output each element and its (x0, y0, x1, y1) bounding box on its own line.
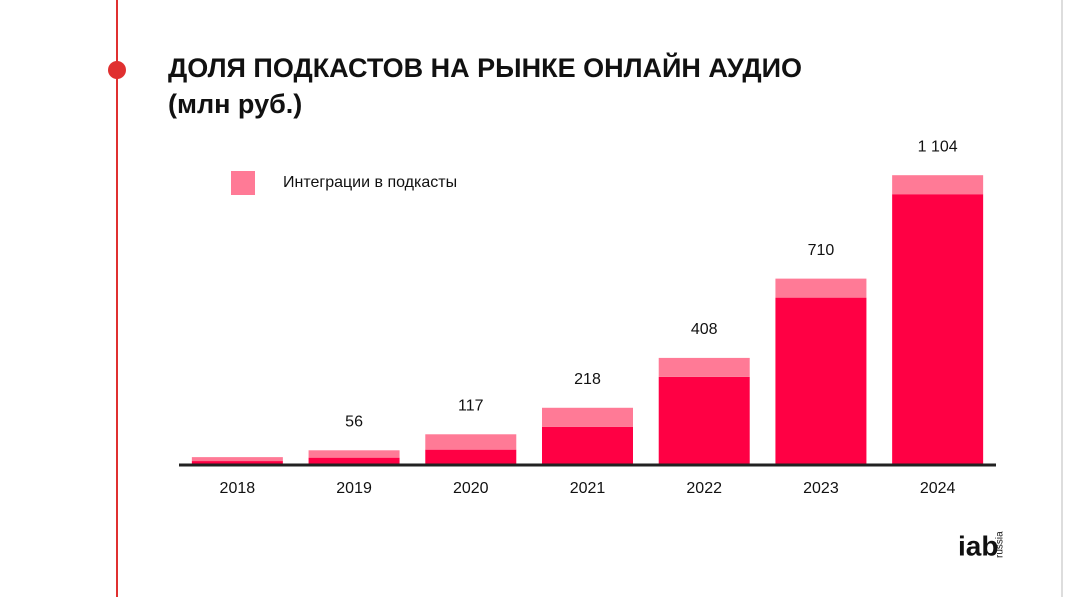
bar-body (892, 194, 984, 465)
chart-subtitle: (млн руб.) (168, 89, 302, 119)
x-tick-label: 2024 (920, 480, 956, 497)
bar-body (191, 461, 283, 465)
bar-body (308, 457, 400, 465)
x-tick-label: 2019 (336, 480, 372, 497)
chart-title: ДОЛЯ ПОДКАСТОВ НА РЫНКЕ ОНЛАЙН АУДИО (168, 52, 802, 83)
value-label: 710 (808, 242, 835, 259)
bar-cap (425, 434, 517, 450)
bar (892, 175, 984, 465)
value-label: 408 (691, 321, 718, 338)
value-label: 117 (458, 398, 484, 415)
x-tick-label: 2018 (220, 480, 256, 497)
bar-body (775, 297, 867, 465)
legend-swatch (231, 171, 255, 195)
bar (191, 457, 283, 465)
value-label: 1 104 (918, 138, 958, 155)
x-tick-label: 2020 (453, 480, 489, 497)
value-label: 56 (345, 414, 363, 431)
x-tick-label: 2021 (570, 480, 606, 497)
bar-cap (775, 278, 867, 298)
bar (308, 450, 400, 465)
bar-cap (658, 357, 750, 377)
x-tick-label: 2023 (803, 480, 839, 497)
bar-cap (892, 175, 984, 195)
bar-body (658, 376, 750, 465)
bar (542, 407, 633, 465)
legend-label: Интеграции в подкасты (283, 174, 457, 191)
value-label: 218 (574, 371, 601, 388)
bar (425, 434, 517, 465)
bar-body (425, 449, 517, 465)
bar-body (542, 426, 633, 465)
bar (775, 278, 867, 465)
bar-cap (191, 457, 283, 462)
accent-dot (108, 61, 126, 79)
bar (658, 357, 750, 465)
bar-cap (542, 407, 633, 427)
logo-text: iab (958, 530, 998, 561)
bar-cap (308, 450, 400, 458)
logo-sub: russia (995, 531, 1006, 558)
x-tick-label: 2022 (686, 480, 722, 497)
